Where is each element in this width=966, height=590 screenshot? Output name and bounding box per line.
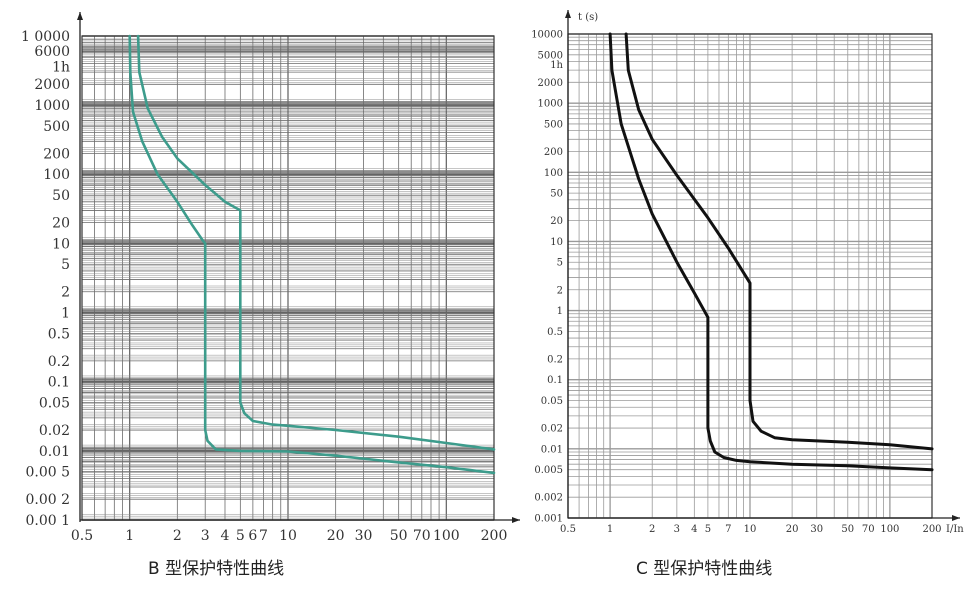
y-tick-label: 1h (550, 60, 563, 71)
x-axis-arrow (512, 517, 520, 523)
y-tick-label: 50 (550, 189, 563, 200)
x-tick-label: 20 (786, 524, 799, 535)
y-tick-label: 1000 (538, 99, 563, 110)
series-line-1 (608, 32, 934, 472)
x-tick-label: 5 (236, 528, 245, 544)
x-tick-label: 1 (607, 524, 613, 535)
x-tick-label: 30 (810, 524, 823, 535)
y-axis-title: t (s) (578, 12, 598, 23)
x-tick-label: 3 (201, 528, 210, 544)
x-tick-label: 10 (279, 528, 297, 544)
y-tick-label: 10000 (531, 30, 563, 41)
y-tick-label: 1 0000 (21, 29, 70, 45)
y-tick-label: 0.1 (547, 375, 563, 386)
y-tick-label: 0.00 2 (25, 492, 70, 508)
chart-c: 0.5 1 2 3 4 5 7 10 20 30 50 70 100 2001000050001h2000… (531, 10, 964, 535)
y-tick-label: 500 (43, 119, 70, 135)
x-tick-label: 10 (744, 524, 757, 535)
decade-band (82, 47, 494, 54)
x-tick-label: 7 (725, 524, 731, 535)
y-tick-label: 0.2 (547, 354, 563, 365)
x-tick-label: 200 (481, 528, 508, 544)
y-tick-label: 0.5 (547, 327, 563, 338)
y-tick-label: 0.01 (39, 444, 70, 460)
y-tick-label: 0.001 (534, 514, 563, 525)
x-tick-label: 70 (413, 528, 431, 544)
x-tick-label: 7 (259, 528, 268, 544)
y-tick-label: 2 (557, 285, 563, 296)
y-tick-label: 5000 (538, 50, 563, 61)
y-tick-label: 1 (61, 305, 70, 321)
decade-band (82, 446, 494, 453)
x-tick-label: 30 (355, 528, 373, 544)
y-tick-label: 20 (52, 216, 70, 232)
y-tick-label: 5 (61, 257, 70, 273)
decade-band (82, 101, 494, 108)
y-tick-label: 0.00 1 (25, 513, 70, 529)
x-tick-label: 100 (880, 524, 899, 535)
y-tick-label: 6000 (34, 44, 70, 60)
y-tick-label: 1h (52, 60, 70, 76)
series-line-1 (128, 34, 496, 475)
decade-band (82, 170, 494, 177)
x-axis-title: I/In (946, 524, 964, 535)
x-tick-label: 200 (922, 524, 941, 535)
y-tick-label: 2 (61, 285, 70, 301)
y-tick-label: 0.002 (534, 493, 563, 504)
y-tick-label: 200 (544, 147, 563, 158)
x-tick-label: 4 (691, 524, 697, 535)
y-tick-label: 1000 (34, 98, 70, 114)
decade-band (82, 239, 494, 246)
y-tick-label: 1 (557, 306, 563, 317)
y-tick-label: 200 (43, 146, 70, 162)
y-tick-label: 0.5 (48, 326, 70, 342)
chart-c-caption: C 型保护特性曲线 (636, 559, 773, 579)
y-tick-label: 0.1 (48, 375, 70, 391)
x-tick-label: 70 (862, 524, 875, 535)
x-tick-label: 0.5 (71, 528, 93, 544)
x-tick-label: 6 (248, 528, 257, 544)
y-tick-label: 2000 (34, 77, 70, 93)
x-tick-label: 1 (125, 528, 134, 544)
y-tick-label: 5 (557, 258, 563, 269)
y-tick-label: 0.00 5 (25, 465, 70, 481)
y-tick-label: 0.05 (541, 396, 563, 407)
y-tick-label: 10 (52, 236, 70, 252)
series-line-2 (136, 34, 496, 451)
y-axis-arrow (565, 10, 571, 18)
x-tick-label: 100 (433, 528, 460, 544)
y-tick-label: 0.01 (541, 444, 563, 455)
x-tick-label: 2 (173, 528, 182, 544)
decade-band (82, 308, 494, 315)
x-tick-label: 20 (327, 528, 345, 544)
x-tick-label: 50 (390, 528, 408, 544)
y-tick-label: 0.02 (541, 424, 563, 435)
chart-b-caption: B 型保护特性曲线 (148, 559, 285, 579)
x-tick-label: 5 (705, 524, 711, 535)
y-tick-label: 2000 (538, 78, 563, 89)
y-tick-label: 100 (544, 168, 563, 179)
y-tick-label: 50 (52, 188, 70, 204)
y-tick-label: 10 (550, 237, 563, 248)
y-tick-label: 0.2 (48, 354, 70, 370)
x-tick-label: 50 (841, 524, 854, 535)
y-tick-label: 0.05 (39, 395, 70, 411)
series-line-2 (624, 32, 934, 451)
x-tick-label: 2 (649, 524, 655, 535)
x-axis-arrow (952, 515, 960, 521)
x-tick-label: 4 (221, 528, 230, 544)
y-tick-label: 20 (550, 216, 563, 227)
y-tick-label: 500 (544, 119, 563, 130)
x-tick-label: 3 (674, 524, 680, 535)
decade-band (82, 377, 494, 384)
y-tick-label: 0.005 (534, 465, 563, 476)
x-tick-label: 0.5 (560, 524, 576, 535)
y-tick-label: 100 (43, 167, 70, 183)
grid (81, 35, 495, 521)
y-tick-label: 0.02 (39, 423, 70, 439)
y-axis-arrow (77, 12, 83, 20)
